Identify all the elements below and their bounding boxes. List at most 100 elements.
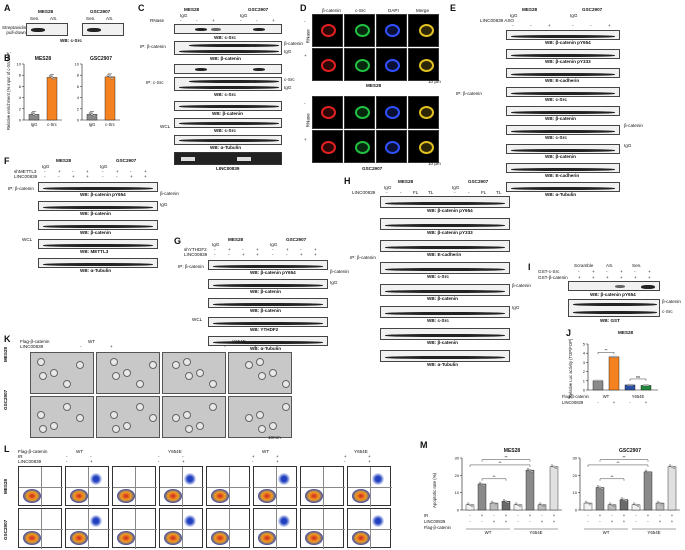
d-cell	[355, 141, 370, 154]
m-sig-bracket	[599, 478, 625, 481]
e-m1: -	[512, 23, 514, 28]
h-wb-label: WB: c-Src	[427, 318, 449, 323]
e-wb-label: WB: β-catenin	[545, 154, 576, 159]
f-linc: LINC00839	[14, 174, 38, 179]
g-sign: +	[314, 247, 317, 252]
f-igg-2: IgG	[100, 164, 108, 169]
g-arrow-beta: β-catenin	[330, 269, 349, 274]
l-population	[117, 489, 135, 503]
g-sh: shYTHDF2	[184, 247, 207, 252]
k-colony-image	[96, 396, 160, 438]
i-sign: +	[606, 275, 609, 280]
m-sig-bracket	[481, 478, 507, 481]
k-colony	[209, 403, 217, 411]
g-sign: +	[242, 252, 245, 257]
l-population	[305, 489, 323, 503]
f-sign: +	[144, 174, 147, 179]
m-row-linc: LINC00839	[424, 519, 446, 524]
l-apoptotic-population	[278, 515, 290, 527]
k-sign: +	[110, 344, 113, 349]
h-linc: LINC00839	[352, 190, 376, 195]
l-apoptotic-population	[184, 515, 196, 527]
e-igg: IgG	[510, 13, 518, 18]
k-row-mes28: MES28	[3, 346, 8, 362]
l-sign: +	[90, 459, 93, 464]
c-linc-gel: LINC00839	[216, 166, 240, 171]
m-group-y654e: Y654E	[529, 530, 542, 535]
d-cell	[385, 141, 400, 154]
k-colony	[269, 369, 277, 377]
e-blot	[506, 106, 620, 116]
k-colony-image	[162, 352, 226, 394]
b-ytick-label: 4	[19, 95, 22, 100]
l-sign: -	[66, 454, 68, 459]
c-gel	[174, 152, 282, 165]
i-sign: +	[648, 275, 651, 280]
k-colony	[63, 380, 71, 388]
k-colony	[172, 361, 180, 369]
panel-letter-i: I	[528, 262, 531, 272]
j-ytick-label: 4	[583, 351, 586, 356]
d-micrograph	[408, 130, 439, 163]
a-lane-sen-2: Sen.	[86, 16, 96, 21]
l-group-y654e: Y654E	[168, 449, 182, 454]
l-sign: -	[158, 454, 160, 459]
b-ytick-label: 6	[19, 84, 22, 89]
f-sign: +	[144, 169, 147, 174]
i-band	[615, 285, 625, 288]
l-quadrant-line	[160, 529, 204, 530]
k-colony	[196, 369, 204, 377]
j-linc-sign: +	[645, 400, 648, 405]
g-igg-2: IgG	[270, 242, 278, 247]
l-flow-plot	[347, 466, 392, 507]
m-point	[540, 503, 544, 506]
f-wb-label: WB: α-Tubulin	[80, 268, 112, 273]
b-category-label: c-Src	[105, 122, 115, 127]
f-band	[43, 224, 153, 228]
k-group-wt: WT	[88, 339, 96, 344]
h-blot	[380, 284, 510, 296]
i-band	[573, 311, 657, 314]
m-bar	[477, 483, 487, 511]
i-arrow-csrc: c-Src	[662, 309, 673, 314]
k-colony	[76, 361, 84, 369]
f-band	[43, 205, 153, 209]
k-colony	[256, 411, 264, 419]
l-quadrant-line	[113, 487, 157, 488]
m-point	[648, 472, 652, 475]
c-band	[253, 68, 265, 71]
c-ip-beta: IP: β-catenin	[140, 44, 166, 49]
d-col-csrc: c-Src	[355, 8, 366, 13]
l-population	[117, 531, 135, 545]
k-colony-image	[30, 352, 94, 394]
e-wb-label: WB: c-Src	[545, 97, 567, 102]
f-sh: shMETTL3	[14, 169, 37, 174]
g-blot	[208, 260, 328, 270]
g-band	[213, 321, 323, 325]
m-sig-bracket	[481, 459, 531, 462]
c-rnase-minus-3: -	[240, 18, 242, 23]
i-sign: +	[620, 269, 623, 274]
d-cell	[419, 24, 434, 37]
f-sign: +	[86, 169, 89, 174]
d-micrograph	[344, 130, 375, 163]
m-sig-label: **	[504, 455, 508, 460]
c-blot-wcl-beta	[174, 101, 282, 111]
k-colony	[183, 358, 191, 366]
f-sign: -	[102, 169, 104, 174]
h-arrow-igg: IgG	[512, 305, 520, 310]
panel-letter-d: D	[300, 3, 307, 13]
b-point	[52, 77, 56, 81]
m-point	[656, 500, 660, 503]
m-sig-label: **	[498, 460, 502, 465]
g-sign: +	[256, 252, 259, 257]
m-linc-sign: +	[541, 519, 544, 524]
a-blot-gsc2907	[82, 23, 124, 36]
b-point	[108, 75, 112, 79]
m-ir-sign: +	[505, 513, 508, 518]
m-point	[610, 503, 614, 506]
g-sign: +	[256, 247, 259, 252]
d-micrograph	[376, 96, 407, 129]
a-cell-gsc2907: GSC2907	[90, 9, 111, 14]
c-blot-csrc-ip	[174, 77, 282, 91]
